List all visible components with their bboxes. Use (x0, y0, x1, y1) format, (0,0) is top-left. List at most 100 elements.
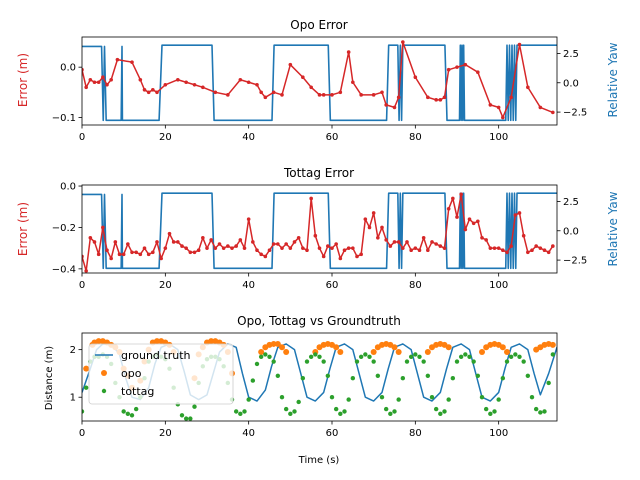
data-point-tottag (479, 395, 485, 400)
data-point-error (384, 103, 388, 107)
x-axis-label: Time (s) (298, 455, 340, 466)
data-point-tottag (550, 352, 556, 357)
data-point-error (271, 90, 276, 95)
data-point-error (496, 246, 501, 250)
data-point-tottag (183, 416, 189, 421)
legend-entry: opo (121, 367, 142, 380)
y-tick-label: 2 (70, 345, 76, 356)
data-point-tottag (233, 409, 239, 414)
data-point-error (113, 240, 118, 244)
data-point-tottag (82, 409, 85, 414)
x-tick-label: 80 (409, 280, 422, 291)
data-point-tottag (125, 411, 131, 417)
legend-entry: tottag (121, 385, 154, 398)
data-point-tottag (358, 354, 364, 359)
data-point-tottag (475, 373, 481, 379)
data-point-error (409, 248, 413, 253)
data-point-error (455, 65, 459, 69)
data-point-error (88, 77, 93, 82)
data-point-tottag (379, 395, 385, 400)
data-point-error (517, 211, 522, 215)
data-point-error (467, 217, 472, 221)
data-point-error (176, 240, 180, 244)
data-point-error (230, 246, 234, 250)
data-point-tottag (288, 411, 293, 417)
plot-area: 0 20 40 60 80 100 1 2 ground truth opo tottag (70, 332, 558, 439)
data-point-error (342, 248, 347, 253)
data-point-error (501, 115, 505, 120)
data-point-error (509, 244, 513, 248)
data-point-opo (370, 349, 377, 356)
data-point-error (501, 248, 505, 253)
data-point-tottag (542, 409, 547, 414)
data-point-error (367, 225, 372, 230)
data-point-error (238, 77, 243, 82)
data-point-error (509, 95, 513, 100)
data-point-error (288, 62, 293, 67)
data-point-error (442, 246, 447, 250)
data-point-tottag (267, 354, 272, 359)
data-point-error (396, 95, 401, 100)
data-point-error (359, 252, 363, 257)
data-point-error (159, 256, 163, 261)
data-point-error (392, 240, 397, 244)
data-point-error (346, 246, 351, 250)
data-point-error (446, 67, 451, 72)
y-tick-label: 1 (70, 393, 76, 404)
y-right-tick-label: 2.5 (563, 49, 579, 60)
x-tick-label: 0 (79, 280, 85, 291)
data-point-error (488, 246, 493, 250)
data-point-error (542, 248, 547, 253)
data-point-error (538, 105, 543, 110)
series-group (82, 192, 557, 273)
data-point-error (476, 219, 480, 224)
data-point-tottag (317, 354, 322, 359)
data-point-tottag (533, 406, 539, 412)
data-point-error (121, 252, 126, 257)
data-point-error (534, 244, 538, 248)
data-point-tottag (525, 373, 531, 379)
data-point-tottag (546, 380, 551, 386)
x-tick-label: 60 (326, 428, 339, 439)
data-point-tottag (438, 411, 443, 417)
data-point-error (155, 240, 159, 244)
x-tick-label: 80 (409, 132, 422, 143)
data-point-error (313, 233, 318, 238)
data-point-error (109, 77, 113, 82)
panel-groundtruth: Opo, Tottag vs Groundtruth Distance (m) … (44, 314, 558, 466)
data-point-opo (279, 344, 285, 351)
data-point-error (84, 85, 88, 90)
data-point-error (446, 207, 451, 211)
data-point-error (213, 246, 218, 250)
data-point-tottag (450, 375, 456, 381)
x-tick-label: 0 (79, 132, 85, 143)
data-point-error (205, 246, 209, 250)
data-point-error (142, 88, 147, 92)
data-point-tottag (325, 373, 331, 379)
data-point-error (346, 50, 351, 54)
y-tick-label: 0.0 (60, 182, 76, 193)
data-point-tottag (129, 413, 135, 418)
x-tick-label: 100 (489, 280, 508, 291)
data-point-error (496, 105, 501, 110)
data-point-error (421, 236, 426, 240)
data-point-error (142, 246, 147, 250)
data-point-error (192, 82, 197, 87)
data-point-error (521, 233, 526, 238)
data-point-tottag (271, 359, 276, 364)
data-point-error (255, 82, 259, 87)
data-point-error (338, 256, 343, 261)
data-point-tottag (508, 354, 514, 359)
data-point-opo (504, 349, 510, 356)
plot-area: 0 20 40 60 80 100 −0.4 −0.2 0.0 −2.5 0.0 2.5 (52, 182, 588, 291)
data-point-error (471, 221, 476, 226)
data-point-error (463, 62, 468, 67)
legend-entry: ground truth (121, 349, 191, 362)
data-point-error (101, 75, 105, 80)
data-point-error (192, 250, 197, 255)
axes-frame (81, 36, 558, 126)
data-point-tottag (471, 359, 476, 364)
data-point-tottag (258, 354, 264, 359)
data-point-tottag (517, 354, 522, 359)
